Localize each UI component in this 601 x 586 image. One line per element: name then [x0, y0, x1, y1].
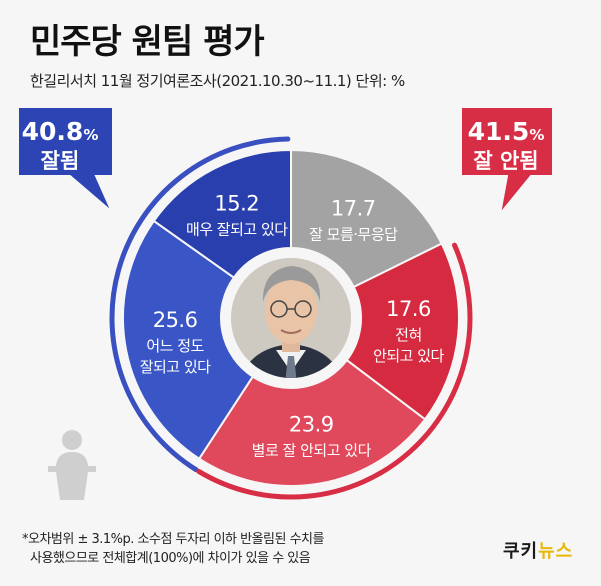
positive-callout-box: [17, 106, 114, 213]
pie-slice: [290, 148, 443, 289]
speaker-podium-icon: [48, 430, 96, 500]
slice-value-label: 25.6: [153, 308, 198, 332]
positive-outer-arc: [109, 136, 291, 473]
negative-outer-arc: [196, 242, 473, 500]
slice-category-label: 매우 잘되고 있다: [186, 221, 288, 239]
page-title: 민주당 원팀 평가: [30, 22, 265, 62]
positive-summary-label: 잘됨: [41, 149, 80, 173]
negative-summary-callout: 41.5% 잘 안됨: [460, 106, 554, 215]
logo-part-1: 쿠키: [503, 541, 539, 562]
slice-category-label: 잘되고 있다: [140, 358, 211, 376]
footnote: *오차범위 ± 3.1%p. 소수점 두자리 이하 반올림된 수치를 사용했으므…: [22, 530, 324, 568]
slice-category-label: 잘 모름·무응답: [309, 225, 398, 243]
slice-category-label: 전혀: [395, 326, 422, 344]
slice-category-label: 별로 잘 안되고 있다: [252, 442, 372, 460]
slice-category-label: 어느 정도: [146, 337, 204, 355]
footnote-line-1: *오차범위 ± 3.1%p. 소수점 두자리 이하 반올림된 수치를: [22, 532, 324, 547]
page-subtitle: 한길리서치 11월 정기여론조사(2021.10.30~11.1) 단위: %: [30, 72, 405, 90]
slice-value-label: 23.9: [289, 413, 334, 437]
negative-summary-value: 41.5%: [468, 117, 545, 146]
positive-summary-value: 40.8%: [22, 117, 99, 146]
pie-slice: [345, 242, 460, 421]
logo-part-2: 뉴스: [538, 541, 574, 562]
footnote-line-2: 사용했으므로 전체합계(100%)에 차이가 있을 수 있음: [30, 551, 311, 566]
slice-category-label: 안되고 있다: [373, 347, 444, 365]
slice-value-label: 17.7: [331, 196, 376, 220]
negative-summary-label: 잘 안됨: [473, 149, 538, 173]
center-portrait: [221, 248, 361, 388]
slice-value-label: 15.2: [214, 192, 259, 216]
slice-value-label: 17.6: [386, 297, 431, 321]
publisher-logo: 쿠키뉴스: [503, 537, 573, 563]
negative-callout-box: [460, 106, 554, 215]
positive-summary-callout: 40.8% 잘됨: [17, 106, 114, 213]
